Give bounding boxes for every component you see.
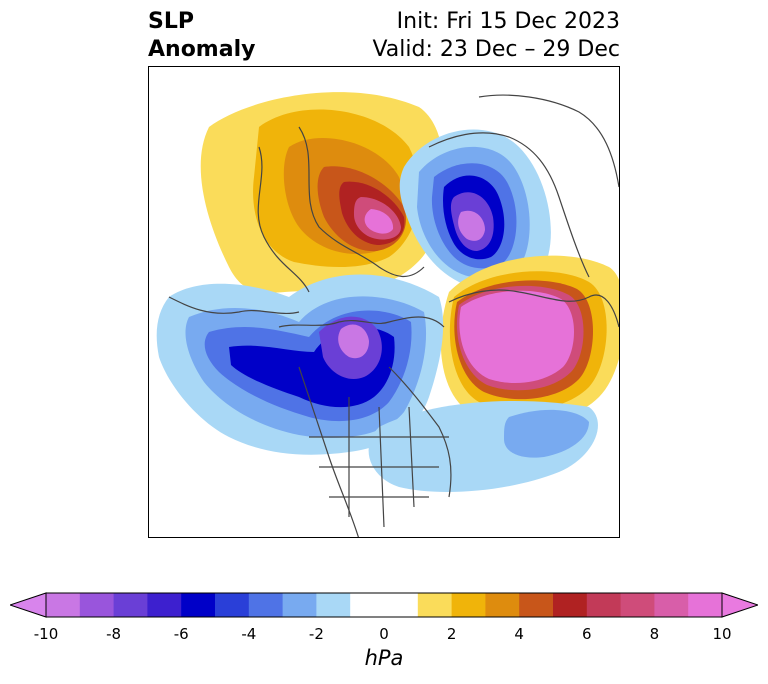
colorbar-segment: [620, 593, 655, 617]
anomaly-positive-alaska: [440, 255, 619, 424]
colorbar-segment: [688, 593, 723, 617]
coastlines: [168, 94, 619, 537]
colorbar-tick-label: -4: [241, 625, 257, 643]
colorbar-segment: [384, 593, 419, 617]
colorbar-segment: [79, 593, 115, 617]
map-panel: [148, 66, 620, 538]
colorbar-segment: [215, 593, 250, 617]
colorbar-border: [45, 592, 723, 618]
title-line-1: SLP: [148, 9, 194, 34]
date-info: Init: Fri 15 Dec 2023 Valid: 23 Dec – 29…: [372, 8, 620, 64]
colorbar-segment: [586, 593, 622, 617]
colorbar-tick-label: 10: [712, 625, 732, 643]
colorbar-unit-label: hPa: [364, 646, 404, 670]
colorbar-segment: [282, 593, 317, 617]
colorbar-segment: [147, 593, 182, 617]
colorbar-tick-label: -10: [33, 625, 59, 643]
colorbar-segment: [350, 593, 385, 617]
colorbar-tick-label: 0: [379, 625, 389, 643]
anomaly-negative-siberia: [399, 129, 551, 291]
colorbar-tick-label: -2: [308, 625, 324, 643]
colorbar-segment: [485, 593, 520, 617]
chart-title: SLP Anomaly: [148, 8, 255, 64]
colorbar-segment: [553, 593, 588, 617]
title-line-2: Anomaly: [148, 37, 256, 62]
colorbar-extend-high: [721, 592, 758, 618]
colorbar-tick-label: 2: [446, 625, 457, 643]
anomaly-positive-europe: [200, 92, 444, 293]
anomaly-negative-canada: [156, 274, 444, 455]
init-date: Init: Fri 15 Dec 2023: [396, 9, 620, 34]
colorbar-segment: [519, 593, 554, 617]
colorbar-segment: [451, 593, 486, 617]
colorbar-extend-low: [10, 592, 47, 618]
colorbar-segment: [316, 593, 351, 617]
valid-date-range: Valid: 23 Dec – 29 Dec: [372, 37, 620, 62]
colorbar-segment: [113, 593, 148, 617]
colorbar-segment: [417, 593, 453, 617]
colorbar-segment: [654, 593, 689, 617]
colorbar-segment: [46, 593, 81, 617]
anomaly-negative-atlantic: [368, 401, 598, 492]
colorbar-tick-label: -6: [173, 625, 189, 643]
colorbar-tick-label: -8: [106, 625, 122, 643]
colorbar-tick-label: 4: [514, 625, 524, 643]
colorbar: [10, 592, 758, 618]
colorbar-tick-label: 8: [649, 625, 660, 643]
anomaly-map: [156, 92, 619, 537]
colorbar-tick-label: 6: [582, 625, 592, 643]
colorbar-segment: [248, 593, 284, 617]
colorbar-segment: [181, 593, 216, 617]
